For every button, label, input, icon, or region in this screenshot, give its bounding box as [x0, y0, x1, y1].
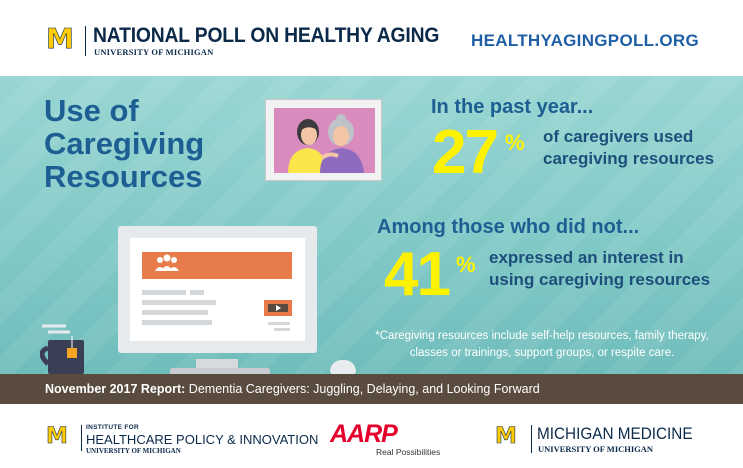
stat1-lead: In the past year...	[431, 96, 594, 118]
header-divider	[85, 26, 86, 56]
report-bar: November 2017 Report: Dementia Caregiver…	[0, 374, 743, 404]
stat1-value: 27	[432, 118, 499, 187]
ihpi-line1: INSTITUTE FOR	[86, 424, 140, 431]
stat2-description: expressed an interest in using caregivin…	[489, 247, 710, 291]
main-panel: Use of Caregiving Resources In t	[0, 76, 743, 374]
poll-subtitle: UNIVERSITY OF MICHIGAN	[94, 47, 214, 57]
stat1-description: of caregivers used caregiving resources	[543, 126, 714, 170]
poll-title: NATIONAL POLL ON HEALTHY AGING	[93, 24, 440, 47]
stat1-description-line: of caregivers used	[543, 127, 694, 146]
tea-mug-illustration	[40, 324, 84, 374]
monitor-base	[170, 368, 270, 374]
michigan-medicine-block-m-logo: M	[495, 424, 518, 449]
aarp-logo: AARP	[330, 420, 398, 448]
footnote: *Caregiving resources include self-help …	[375, 330, 709, 359]
screen-content	[142, 254, 292, 331]
michigan-medicine-line2: UNIVERSITY OF MICHIGAN	[538, 444, 654, 454]
ihpi-line2: HEALTHCARE POLICY & INNOVATION	[86, 432, 319, 447]
stat1-description-line: caregiving resources	[543, 149, 715, 168]
stat2-description-line: using caregiving resources	[489, 270, 711, 289]
report-text: November 2017 Report: Dementia Caregiver…	[45, 382, 540, 396]
ihpi-block-m-logo: M	[46, 424, 69, 449]
couple-illustration	[274, 108, 375, 173]
page-title-line: Caregiving	[44, 126, 205, 161]
michigan-medicine-line1: MICHIGAN MEDICINE	[537, 424, 693, 443]
page-title: Use of Caregiving Resources	[44, 94, 204, 193]
michigan-medicine-divider	[531, 425, 532, 453]
ihpi-line3: UNIVERSITY OF MICHIGAN	[86, 447, 181, 455]
photo-image	[274, 108, 375, 173]
computer-monitor-illustration	[118, 226, 317, 353]
stat2-percent-sign: %	[456, 252, 476, 277]
stat1-percent-sign: %	[505, 130, 525, 155]
monitor-screen	[130, 238, 305, 341]
aarp-tagline: Real Possibilities	[376, 447, 441, 457]
report-label: November 2017 Report:	[45, 382, 186, 396]
group-icon	[155, 254, 179, 271]
framed-photo-illustration	[265, 99, 382, 181]
header: M NATIONAL POLL ON HEALTHY AGING UNIVERS…	[0, 0, 743, 76]
stat2-description-line: expressed an interest in	[489, 248, 684, 267]
block-m-logo: M	[46, 22, 74, 55]
stat2-value: 41	[384, 240, 451, 309]
computer-mouse-illustration	[330, 360, 356, 374]
ihpi-divider	[81, 425, 82, 451]
footer: M INSTITUTE FOR HEALTHCARE POLICY & INNO…	[0, 404, 743, 468]
stat2-lead: Among those who did not...	[377, 216, 640, 238]
play-icon	[276, 305, 281, 311]
website-link[interactable]: HEALTHYAGINGPOLL.ORG	[471, 31, 699, 50]
report-title: Dementia Caregivers: Juggling, Delaying,…	[185, 382, 540, 396]
page-title-line: Use of	[44, 93, 139, 128]
page-title-line: Resources	[44, 159, 203, 194]
